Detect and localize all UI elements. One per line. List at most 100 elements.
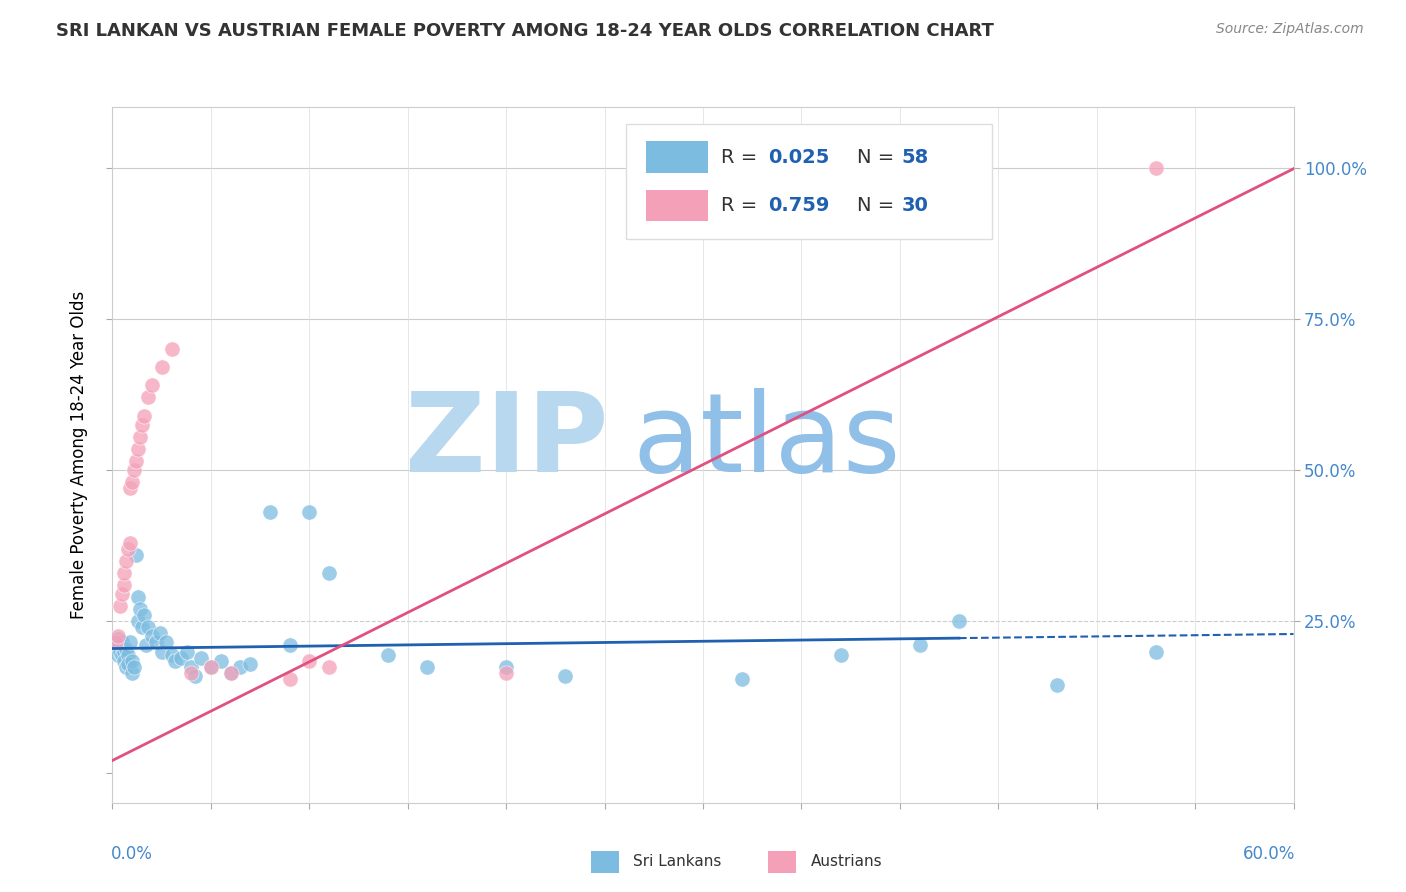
Point [117, 648, 139, 662]
Point [115, 641, 138, 656]
Point [298, 654, 321, 668]
Text: 60.0%: 60.0% [1243, 845, 1295, 863]
Point [105, 641, 128, 656]
FancyBboxPatch shape [768, 851, 796, 873]
Point [103, 635, 125, 649]
Point [132, 608, 155, 623]
Point [121, 665, 143, 680]
Point [135, 639, 157, 653]
Point [318, 659, 340, 673]
FancyBboxPatch shape [647, 190, 707, 221]
Point [495, 659, 517, 673]
Point [107, 629, 129, 643]
Point [117, 541, 139, 556]
Point [105, 635, 128, 649]
Text: atlas: atlas [633, 387, 901, 494]
Text: SRI LANKAN VS AUSTRIAN FEMALE POVERTY AMONG 18-24 YEAR OLDS CORRELATION CHART: SRI LANKAN VS AUSTRIAN FEMALE POVERTY AM… [56, 22, 994, 40]
FancyBboxPatch shape [647, 142, 707, 173]
Point [111, 635, 134, 649]
Point [132, 409, 155, 423]
Point [110, 639, 132, 653]
Point [495, 665, 517, 680]
Point [112, 578, 135, 592]
Point [1144, 644, 1167, 658]
Point [150, 360, 173, 375]
Text: ZIP: ZIP [405, 387, 609, 494]
Point [115, 554, 138, 568]
Point [107, 648, 129, 662]
Point [165, 654, 187, 668]
Point [141, 629, 163, 643]
Text: Sri Lankans: Sri Lankans [633, 855, 721, 870]
Text: N =: N = [856, 148, 900, 167]
FancyBboxPatch shape [626, 124, 993, 239]
Point [121, 654, 143, 668]
Point [180, 659, 202, 673]
Y-axis label: Female Poverty Among 18-24 Year Olds: Female Poverty Among 18-24 Year Olds [70, 291, 89, 619]
Point [110, 599, 132, 614]
Text: 0.025: 0.025 [768, 148, 830, 167]
Point [112, 566, 135, 580]
Point [127, 615, 149, 629]
Point [112, 644, 135, 658]
Point [117, 657, 139, 671]
Point [908, 639, 931, 653]
Point [111, 648, 134, 662]
Point [1046, 678, 1069, 692]
Point [136, 391, 159, 405]
Point [1144, 161, 1167, 175]
Point [377, 648, 399, 662]
Point [129, 602, 152, 616]
Point [731, 672, 754, 686]
Point [200, 659, 222, 673]
Point [120, 635, 142, 649]
Point [229, 659, 252, 673]
Point [145, 635, 167, 649]
Text: 58: 58 [901, 148, 929, 167]
Point [278, 639, 301, 653]
Point [830, 648, 852, 662]
Point [200, 659, 222, 673]
Point [298, 505, 321, 519]
Point [105, 639, 128, 653]
Text: 0.0%: 0.0% [111, 845, 152, 863]
Point [554, 669, 576, 683]
Point [219, 665, 242, 680]
Point [127, 442, 149, 456]
Point [416, 659, 439, 673]
Text: N =: N = [856, 196, 900, 215]
Point [136, 620, 159, 634]
Point [141, 378, 163, 392]
Point [219, 665, 242, 680]
Text: Austrians: Austrians [810, 855, 882, 870]
Point [184, 669, 207, 683]
Text: Source: ZipAtlas.com: Source: ZipAtlas.com [1216, 22, 1364, 37]
Text: 30: 30 [901, 196, 928, 215]
Point [150, 644, 173, 658]
Point [125, 454, 148, 468]
Point [170, 650, 193, 665]
Point [190, 650, 212, 665]
Point [239, 657, 262, 671]
Point [131, 620, 153, 634]
Point [259, 505, 281, 519]
Text: R =: R = [721, 148, 763, 167]
Point [209, 654, 232, 668]
Point [121, 475, 143, 490]
Point [155, 635, 177, 649]
Point [122, 463, 145, 477]
Point [110, 644, 132, 658]
Point [107, 632, 129, 647]
Point [149, 626, 172, 640]
Point [278, 672, 301, 686]
Point [120, 481, 142, 495]
Point [120, 535, 142, 549]
Point [830, 161, 852, 175]
FancyBboxPatch shape [591, 851, 619, 873]
Point [122, 659, 145, 673]
Point [111, 587, 134, 601]
Point [112, 654, 135, 668]
Point [176, 644, 198, 658]
Point [131, 417, 153, 432]
Point [115, 659, 138, 673]
